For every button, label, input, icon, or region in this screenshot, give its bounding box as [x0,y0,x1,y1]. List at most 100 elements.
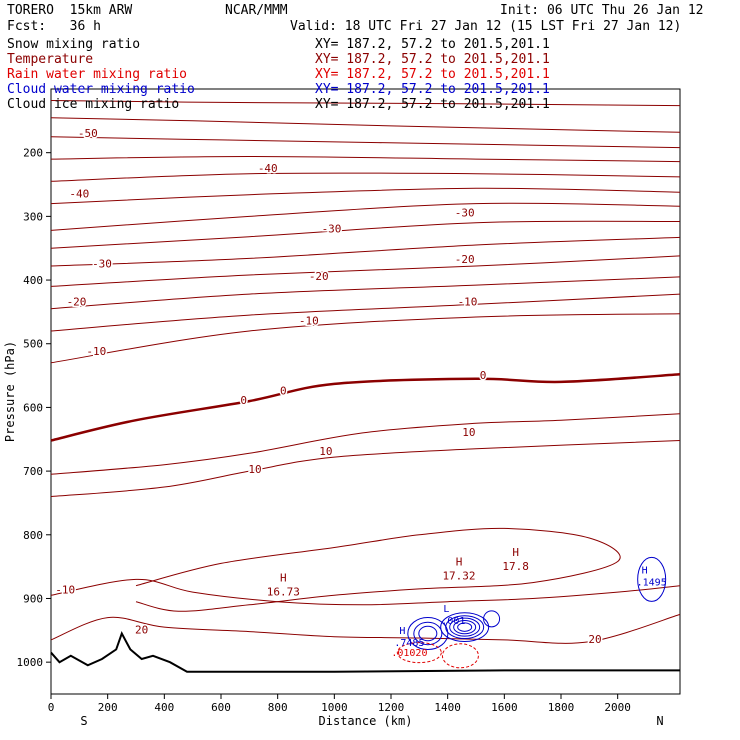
y-tick-label-7: 900 [23,592,43,605]
forecast-hour: Fcst: 36 h [7,19,101,34]
rain-water-value-0: .01020 [391,648,427,659]
temperature-label-12: 0 [240,394,247,407]
x-tick-label-0: 0 [48,701,55,714]
x-tick-label-7: 1400 [434,701,461,714]
cloud-water-ring-1 [445,615,485,640]
plot-area [50,88,681,695]
x-tick-label-1: 200 [98,701,118,714]
field-xy-snow: XY= 187.2, 57.2 to 201.5,201.1 [315,37,550,52]
y-tick-label-4: 600 [23,401,43,414]
temperature-contour-14 [50,413,681,475]
temperature-contour-1 [50,117,681,133]
temperature-contour-10 [50,276,681,310]
north-endpoint-label: N [656,714,663,728]
x-tick-label-6: 1200 [378,701,405,714]
temperature-contour-4 [50,172,681,182]
temperature-label-11: -10 [86,345,106,358]
cloud-water-ring-north [637,556,667,602]
temperature-label-4: -30 [322,222,342,235]
temperature-contour-12 [50,313,681,364]
y-tick-label-5: 700 [23,465,43,478]
cloud-water-marker-1: H [399,626,405,637]
y-tick-label-1: 300 [23,210,43,223]
x-axis-label: Distance (km) [319,714,413,728]
center-name: NCAR/MMM [225,3,288,18]
x-tick-label-5: 1000 [321,701,348,714]
y-axis-label: Pressure (hPa) [3,341,17,442]
temperature-contour-9 [50,255,681,287]
y-tick-label-3: 500 [23,338,43,351]
field-name-temperature: Temperature [7,52,94,67]
cloud-water-value-2: .001 [441,616,465,627]
maximum-value-0: 16.73 [267,585,300,598]
temperature-contour-8 [50,236,681,267]
y-tick-label-8: 1000 [17,656,44,669]
cloud-water-ring-west-1 [413,621,443,646]
temperature-contour-3 [50,155,681,163]
temperature-label-6: -20 [455,253,475,266]
temperature-label-10: -10 [299,315,319,328]
temperature-label-1: -40 [258,162,278,175]
maximum-value-1: 17.32 [442,569,475,582]
cloud-water-ring-2 [449,617,481,637]
temperature-contour-17 [50,578,681,606]
cloud-water-ring-west-2 [418,625,438,642]
field-name-cloud-ice: Cloud ice mixing ratio [7,97,180,112]
x-tick-label-10: 2000 [604,701,631,714]
y-tick-label-6: 800 [23,529,43,542]
field-name-snow: Snow mixing ratio [7,37,141,52]
model-name: TORERO 15km ARW [7,3,133,18]
maximum-marker-1: H [456,555,463,568]
x-tick-label-9: 1800 [548,701,575,714]
x-tick-label-3: 600 [211,701,231,714]
temperature-label-5: -30 [92,257,112,270]
field-name-cloud-water: Cloud water mixing ratio [7,82,195,97]
cloud-water-value-0: .1495 [637,578,667,589]
contour-labels: -50 -40 -40 -30 -30 -30 -20 -20 -20 -10 -10 -10 0 0 0 1… [54,125,667,659]
cloud-water-ring-0 [440,612,490,643]
terrain-line [50,631,680,673]
temperature-label-18: 20 [135,624,148,637]
cloud-water-ring-3 [453,620,477,635]
valid-time: Valid: 18 UTC Fri 27 Jan 12 (15 LST Fri … [290,19,682,34]
field-xy-temperature: XY= 187.2, 57.2 to 201.5,201.1 [315,52,550,67]
x-tick-label-2: 400 [154,701,174,714]
field-name-rain: Rain water mixing ratio [7,67,188,82]
temperature-label-9: -10 [458,296,478,309]
rain-water-ring-1 [441,643,479,669]
temperature-label-7: -20 [309,270,329,283]
maximum-marker-0: H [280,571,287,584]
temperature-contours [50,100,681,644]
temperature-label-15: 10 [462,426,475,439]
cloud-contours [396,556,667,669]
temperature-contour-11 [50,293,681,332]
temperature-label-16: 10 [319,445,332,458]
temperature-label-0: -50 [78,127,98,140]
temperature-contour-16 [135,527,621,612]
temperature-label-20: -10 [55,583,75,596]
south-endpoint-label: S [80,714,87,728]
temperature-label-14: 0 [480,369,487,382]
temperature-contour-0 [50,100,681,107]
axes: 0 200 400 600 800 1000 1200 1400 1600 1800 2000200… [3,147,664,728]
temperature-contour-7 [50,220,681,249]
rain-water-ring-0 [396,642,442,664]
x-tick-label-4: 800 [268,701,288,714]
cloud-water-ring-4 [457,622,473,632]
cloud-water-ring-west-0 [407,617,449,650]
temperature-label-2: -40 [69,187,89,200]
field-xy-rain: XY= 187.2, 57.2 to 201.5,201.1 [315,67,550,82]
y-tick-label-0: 200 [23,147,43,160]
temperature-label-8: -20 [67,296,87,309]
cloud-water-marker-2: L [443,604,449,615]
temperature-label-3: -30 [455,206,475,219]
cloud-water-value-1: .7485 [394,638,424,649]
temperature-contour-15 [50,440,681,498]
temperature-contour-5 [50,187,681,205]
temperature-contour-6 [50,202,681,231]
field-xy-cloud-water: XY= 187.2, 57.2 to 201.5,201.1 [315,82,550,97]
x-tick-label-8: 1600 [491,701,518,714]
terrain-path [50,631,680,673]
init-time: Init: 06 UTC Thu 26 Jan 12 [500,3,704,18]
